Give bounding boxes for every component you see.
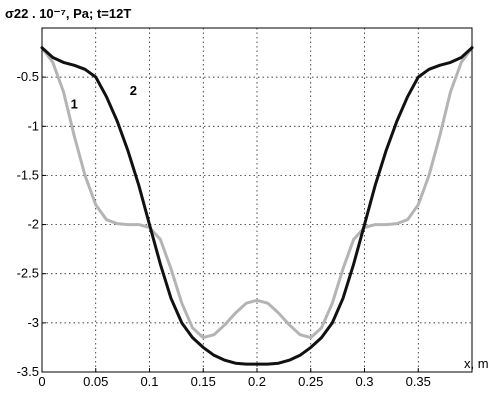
x-tick-label: 0.25 bbox=[298, 374, 323, 389]
series-layer bbox=[40, 46, 474, 366]
series-annotation-label: 1 bbox=[71, 97, 78, 112]
x-axis-label: x, m bbox=[464, 356, 488, 371]
x-tick-label: 0.05 bbox=[83, 374, 108, 389]
x-tick-label: 0.1 bbox=[140, 374, 158, 389]
y-tick-label: -1.5 bbox=[17, 167, 39, 182]
y-tick-label: -3.5 bbox=[17, 364, 39, 379]
y-tick-label: -1 bbox=[27, 118, 39, 133]
y-tick-label: -2 bbox=[27, 217, 39, 232]
series-annotation-label: 2 bbox=[130, 83, 137, 98]
y-tick-label: -2.5 bbox=[17, 266, 39, 281]
series-line-1 bbox=[40, 46, 474, 340]
annotations: 12 bbox=[71, 83, 137, 112]
chart-title: σ22 . 10⁻⁷, Pa; t=12T bbox=[5, 6, 131, 21]
series-line-2 bbox=[40, 46, 474, 366]
y-axis: -0.5 -1 -1.5 -2 -2.5 -3 -3.5 bbox=[17, 69, 46, 379]
x-axis: 0 0.05 0.1 0.15 0.2 0.25 0.3 0.35 bbox=[38, 368, 431, 389]
y-tick-label: -3 bbox=[27, 315, 39, 330]
x-tick-label: 0.15 bbox=[191, 374, 216, 389]
x-tick-label: 0.3 bbox=[355, 374, 373, 389]
x-tick-label: 0 bbox=[38, 374, 45, 389]
grid bbox=[42, 28, 472, 372]
x-tick-label: 0.2 bbox=[248, 374, 266, 389]
x-tick-label: 0.35 bbox=[406, 374, 431, 389]
y-tick-label: -0.5 bbox=[17, 69, 39, 84]
